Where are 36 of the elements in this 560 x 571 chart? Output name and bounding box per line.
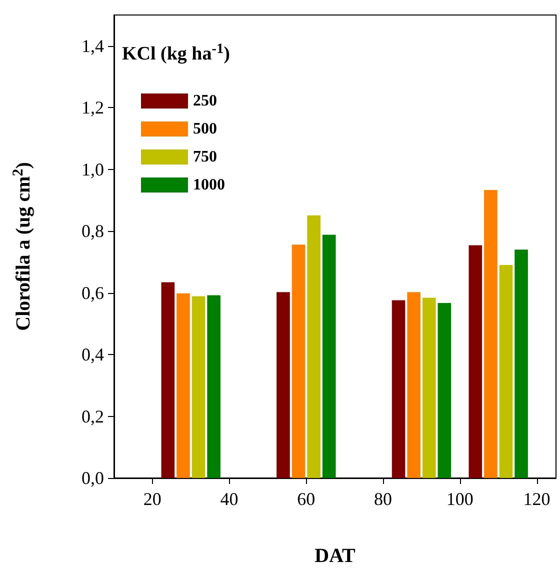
bar [176,293,190,478]
bar [276,292,290,478]
bar [322,234,336,478]
bar [422,298,436,478]
x-tick-label: 120 [523,489,550,509]
y-tick-label: 0,0 [82,468,104,488]
y-tick-label: 0,2 [82,406,104,426]
y-tick-label: 0,6 [82,282,104,303]
y-tick-label: 1,4 [82,36,104,56]
y-tick-label: 0,4 [82,344,104,365]
bar [407,292,420,478]
bar [161,282,175,478]
y-tick-label: 1,2 [82,98,104,118]
legend-label: 500 [193,120,217,138]
bar [468,245,482,478]
bar [484,190,498,478]
bar [192,296,206,478]
bar [292,244,306,478]
x-tick-label: 40 [220,489,238,509]
bar [438,302,452,478]
bar [392,300,406,478]
y-tick-label: 1,0 [82,159,104,180]
x-tick-label: 60 [297,489,316,509]
x-tick-label: 20 [143,489,162,509]
y-tick-label: 0,8 [82,221,104,242]
x-tick-label: 100 [446,489,474,509]
y-axis-title: Clorofila a (ug cm2) [10,162,34,331]
bar [307,215,320,478]
legend-label: 750 [193,148,217,166]
x-tick-label: 80 [374,489,392,509]
bar [514,250,528,478]
legend-label: 250 [193,92,217,110]
legend-label: 1000 [193,176,225,194]
bar [499,265,513,478]
x-axis-title: DAT [314,545,356,567]
bar [207,295,220,478]
